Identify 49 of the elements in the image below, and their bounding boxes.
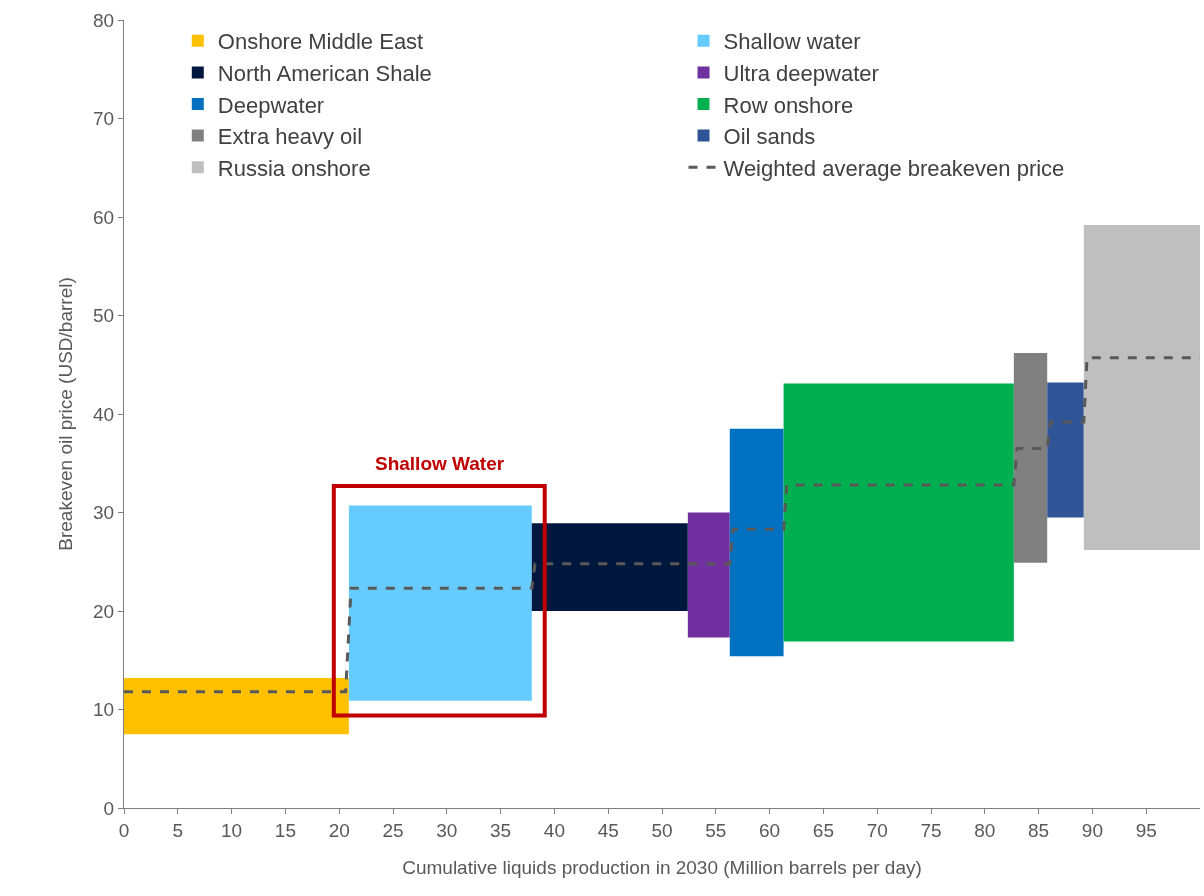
x-tick-label: 80 xyxy=(974,819,996,841)
y-tick-label: 80 xyxy=(93,9,115,31)
x-tick-label: 65 xyxy=(812,819,834,841)
x-tick-label: 70 xyxy=(866,819,888,841)
x-tick-label: 10 xyxy=(221,819,243,841)
x-tick-label: 15 xyxy=(274,819,296,841)
bar xyxy=(1047,382,1084,518)
bar xyxy=(783,383,1014,642)
bar xyxy=(1013,352,1048,563)
y-tick-label: 30 xyxy=(93,502,115,524)
legend-label: North American Shale xyxy=(217,60,432,86)
legend-label: Extra heavy oil xyxy=(217,124,363,150)
x-tick-label: 5 xyxy=(172,819,184,841)
x-tick-label: 90 xyxy=(1081,819,1103,841)
x-tick-label: 25 xyxy=(382,819,404,841)
bar xyxy=(687,512,730,638)
y-tick-label: 40 xyxy=(93,403,115,425)
y-tick-label: 50 xyxy=(93,305,115,327)
legend-label: Row onshore xyxy=(723,92,854,118)
legend-label: Onshore Middle East xyxy=(217,29,424,55)
legend-label: Deepwater xyxy=(217,92,325,118)
legend-label: Weighted average breakeven price xyxy=(723,155,1065,181)
x-tick-label: 60 xyxy=(759,819,781,841)
annotation: Shallow Water xyxy=(375,453,505,474)
x-axis-title: Cumulative liquids production in 2030 (Million barrels per day) xyxy=(402,856,922,878)
x-tick-label: 50 xyxy=(651,819,673,841)
bar xyxy=(124,677,349,735)
x-tick-label: 95 xyxy=(1135,819,1157,841)
legend-label: Oil sands xyxy=(723,124,816,150)
x-tick-label: 30 xyxy=(436,819,458,841)
x-tick-label: 75 xyxy=(920,819,942,841)
y-tick-label: 0 xyxy=(103,797,115,819)
legend-label: Shallow water xyxy=(723,29,861,55)
y-tick-label: 60 xyxy=(93,206,115,228)
y-tick-label: 70 xyxy=(93,108,115,130)
x-tick-label: 35 xyxy=(490,819,512,841)
bar xyxy=(729,428,784,657)
y-axis-title: Breakeven oil price (USD/barrel) xyxy=(54,277,76,551)
x-tick-label: 45 xyxy=(597,819,619,841)
x-tick-label: 20 xyxy=(328,819,350,841)
y-tick-label: 10 xyxy=(93,699,115,721)
y-tick-label: 20 xyxy=(93,600,115,622)
x-tick-label: 0 xyxy=(118,819,130,841)
x-tick-label: 55 xyxy=(705,819,727,841)
x-tick-label: 40 xyxy=(543,819,565,841)
bar xyxy=(1083,224,1200,550)
legend-label: Ultra deepwater xyxy=(723,60,879,86)
x-tick-label: 85 xyxy=(1028,819,1050,841)
legend-label: Russia onshore xyxy=(217,155,371,181)
